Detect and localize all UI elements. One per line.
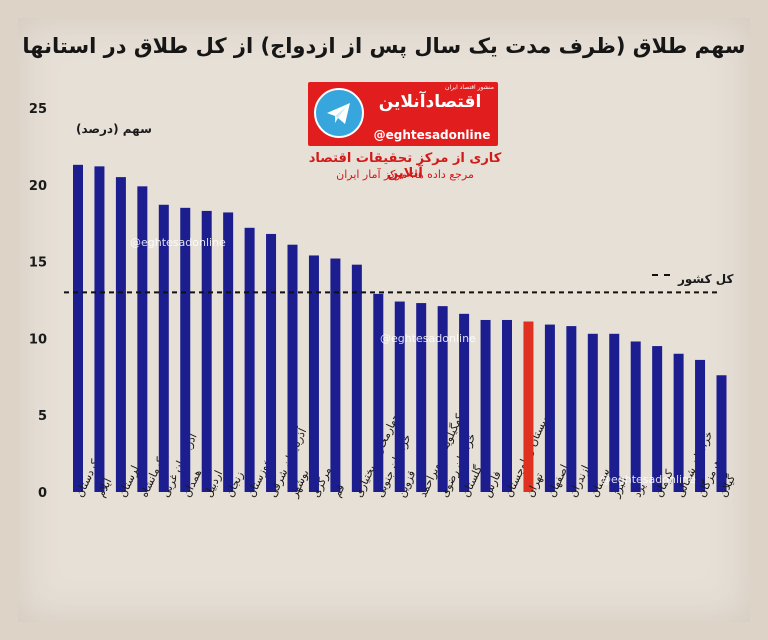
reference-line-legend [652,274,670,276]
watermark-text: @eghtesadonline [130,236,226,249]
bar [244,227,255,493]
bar [223,212,234,492]
bar [351,264,362,492]
bar [180,207,191,492]
brand-handle: @eghtesadonline [373,128,491,142]
bar [115,177,126,492]
bar [609,333,620,492]
bar [630,341,641,492]
bar [94,166,105,493]
bar [330,258,341,492]
bar [502,319,512,492]
source-text: مرجع داده ها: مرکز آمار ایران [336,168,474,181]
brand-tagline: منشور اقتصاد ایران [445,84,494,91]
bar [158,204,169,492]
bar [652,346,663,492]
brand-name: اقتصادآنلاین [378,92,482,112]
y-tick-label: 15 [29,256,47,271]
bar [416,303,427,492]
bar [716,375,727,492]
bar [308,255,319,492]
y-tick-label: 5 [38,409,47,424]
bar [544,324,555,492]
bar [587,333,598,492]
bar [394,301,405,492]
bar [673,353,684,492]
telegram-icon [314,88,364,138]
brand-logo: منشور اقتصاد ایران اقتصادآنلاین @eghtesa… [308,82,498,146]
bar [201,210,212,493]
bar [373,293,384,492]
bar [566,326,577,492]
chart-title: سهم طلاق (ظرف مدت یک سال پس از ازدواج) ا… [22,34,746,58]
bar [437,306,448,492]
y-tick-label: 0 [38,486,47,501]
bar [523,321,534,492]
x-tick-label: قم [330,482,347,499]
bar [459,313,470,492]
bar [695,359,706,492]
bar [137,186,148,492]
bar [287,244,298,492]
y-tick-label: 20 [29,179,47,194]
bar [480,319,491,492]
bar [73,164,83,492]
bar [266,233,277,492]
reference-line-label: کل کشور [678,272,734,286]
y-axis-label: سهم (درصد) [76,122,152,136]
x-tick-label: یزد [631,481,649,499]
y-tick-label: 25 [29,102,47,117]
watermark-text: @eghtesadonline [380,332,476,345]
y-tick-label: 10 [29,332,47,347]
credit-text: کاری از مرکز تحقیقات اقتصاد آنلاین [308,151,502,181]
watermark-text: @eghtesadonline [600,473,696,486]
